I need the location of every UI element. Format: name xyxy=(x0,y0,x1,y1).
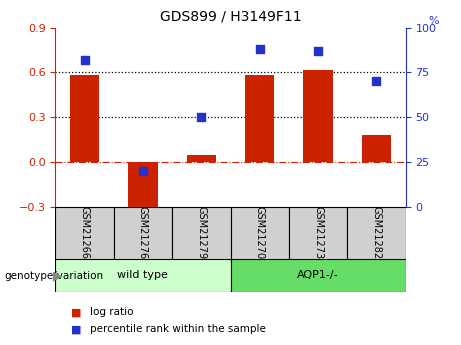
Point xyxy=(198,115,205,120)
Text: wild type: wild type xyxy=(118,270,168,280)
Bar xyxy=(55,207,114,259)
Text: ■: ■ xyxy=(71,325,82,334)
Text: GSM21279: GSM21279 xyxy=(196,206,207,259)
Point xyxy=(314,48,322,54)
Text: genotype/variation: genotype/variation xyxy=(5,271,104,281)
Point xyxy=(256,46,263,52)
Text: ▶: ▶ xyxy=(53,269,63,283)
Bar xyxy=(245,75,274,162)
Text: log ratio: log ratio xyxy=(90,307,133,317)
Bar xyxy=(347,207,406,259)
Bar xyxy=(303,70,333,162)
Title: GDS899 / H3149F11: GDS899 / H3149F11 xyxy=(160,10,301,24)
Text: AQP1-/-: AQP1-/- xyxy=(297,270,339,280)
Bar xyxy=(55,259,230,292)
Text: GSM21270: GSM21270 xyxy=(254,206,265,259)
Text: GSM21266: GSM21266 xyxy=(79,206,89,259)
Bar xyxy=(172,207,230,259)
Bar xyxy=(362,135,391,162)
Y-axis label: %: % xyxy=(428,16,439,26)
Bar xyxy=(187,155,216,162)
Bar xyxy=(289,207,347,259)
Text: ■: ■ xyxy=(71,307,82,317)
Text: GSM21282: GSM21282 xyxy=(372,206,382,259)
Point xyxy=(139,168,147,174)
Bar xyxy=(128,162,158,210)
Text: GSM21276: GSM21276 xyxy=(138,206,148,259)
Bar xyxy=(114,207,172,259)
Text: GSM21273: GSM21273 xyxy=(313,206,323,259)
Point xyxy=(373,79,380,84)
Text: percentile rank within the sample: percentile rank within the sample xyxy=(90,325,266,334)
Bar xyxy=(230,259,406,292)
Bar xyxy=(230,207,289,259)
Point xyxy=(81,57,88,63)
Bar xyxy=(70,75,99,162)
